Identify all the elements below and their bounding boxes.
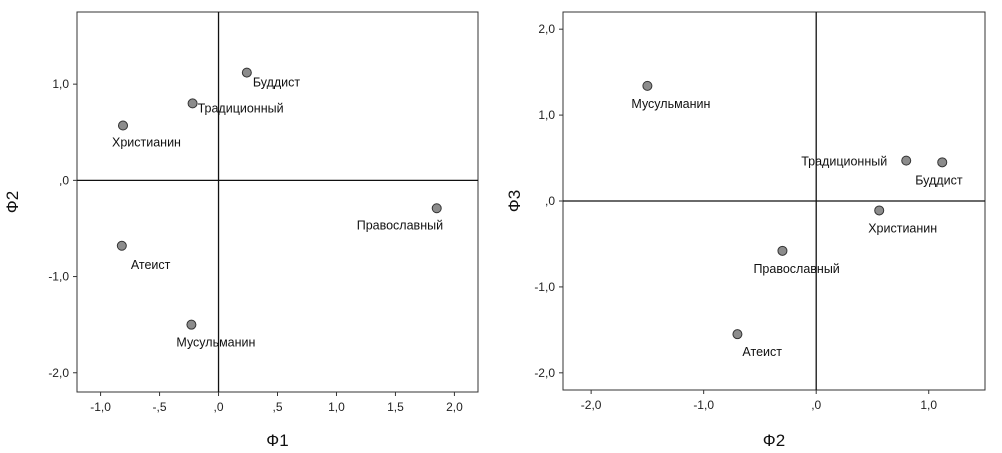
data-point-label: Традиционный [801,155,887,169]
y-tick-label: -2,0 [534,366,555,380]
x-tick-label: -1,0 [693,398,714,412]
data-point [187,98,198,109]
data-point-label: Традиционный [198,101,284,115]
data-point [117,120,128,131]
data-point-label: Христианин [112,136,181,150]
x-tick-label: ,5 [272,400,282,414]
data-point [777,245,788,256]
x-tick-label: -,5 [153,400,167,414]
data-point [642,80,653,91]
data-point [241,67,252,78]
data-point-label: Православный [357,218,443,232]
y-tick-label: -1,0 [48,270,69,284]
data-point-label: Атеист [742,345,782,359]
y-tick-label: 1,0 [52,77,69,91]
y-tick-label: ,0 [59,173,69,187]
data-point [937,157,948,168]
data-point [186,319,197,330]
x-tick-label: 1,0 [920,398,937,412]
y-tick-label: 2,0 [538,22,555,36]
x-axis-title: Ф1 [266,431,288,450]
x-tick-label: -1,0 [90,400,111,414]
y-tick-label: -2,0 [48,366,69,380]
y-tick-label: 1,0 [538,108,555,122]
x-tick-label: -2,0 [581,398,602,412]
y-axis-title: Ф3 [505,190,524,212]
data-point-label: Буддист [915,173,963,187]
data-point-label: Буддист [253,76,301,90]
data-point [732,329,743,340]
data-point [901,155,912,166]
x-tick-label: 1,0 [328,400,345,414]
scatter-plot-f2-f3: -2,0 -1,0 ,0 1,0 2,0 1,0 ,0 -1,0 -2,0 Ф2 Ф3 Мусульм… [505,11,986,450]
x-tick-label: ,0 [811,398,821,412]
data-point [116,240,127,251]
data-point [874,205,885,216]
data-point-label: Атеист [131,258,171,272]
x-tick-label: 1,5 [387,400,404,414]
y-tick-label: -1,0 [534,280,555,294]
data-point-label: Мусульманин [176,336,255,350]
data-point-label: Православный [753,262,839,276]
data-point-label: Мусульманин [631,97,710,111]
x-tick-label: 2,0 [446,400,463,414]
x-tick-label: ,0 [214,400,224,414]
y-axis-title: Ф2 [3,191,22,213]
y-tick-label: ,0 [545,194,555,208]
data-point [431,203,442,214]
plot-frame [76,11,479,393]
x-axis-title: Ф2 [763,431,785,450]
scatter-plot-f1-f2: -1,0 -,5 ,0 ,5 1,0 1,5 2,0 1,0 ,0 -1,0 -2,0 Ф1 Ф2 Буд… [3,11,479,450]
data-point-label: Христианин [868,221,937,235]
